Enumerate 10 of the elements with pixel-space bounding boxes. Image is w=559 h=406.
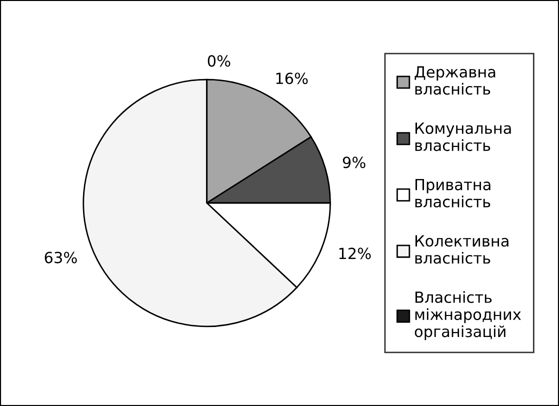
text: 0% (208, 55, 230, 67)
data-label: 9% (342, 156, 366, 168)
data-label: 12% (339, 248, 371, 260)
legend-label: Приватна власність (415, 178, 490, 208)
legend-label: Власність міжнародних організацій (414, 291, 521, 340)
data-label: 16% (276, 72, 308, 84)
data-label: 63% (44, 252, 77, 264)
legend-label: Комунальна власність (415, 122, 511, 152)
legend-label: Колективна власність (415, 235, 508, 264)
legend-label: Державна власність (414, 66, 496, 95)
